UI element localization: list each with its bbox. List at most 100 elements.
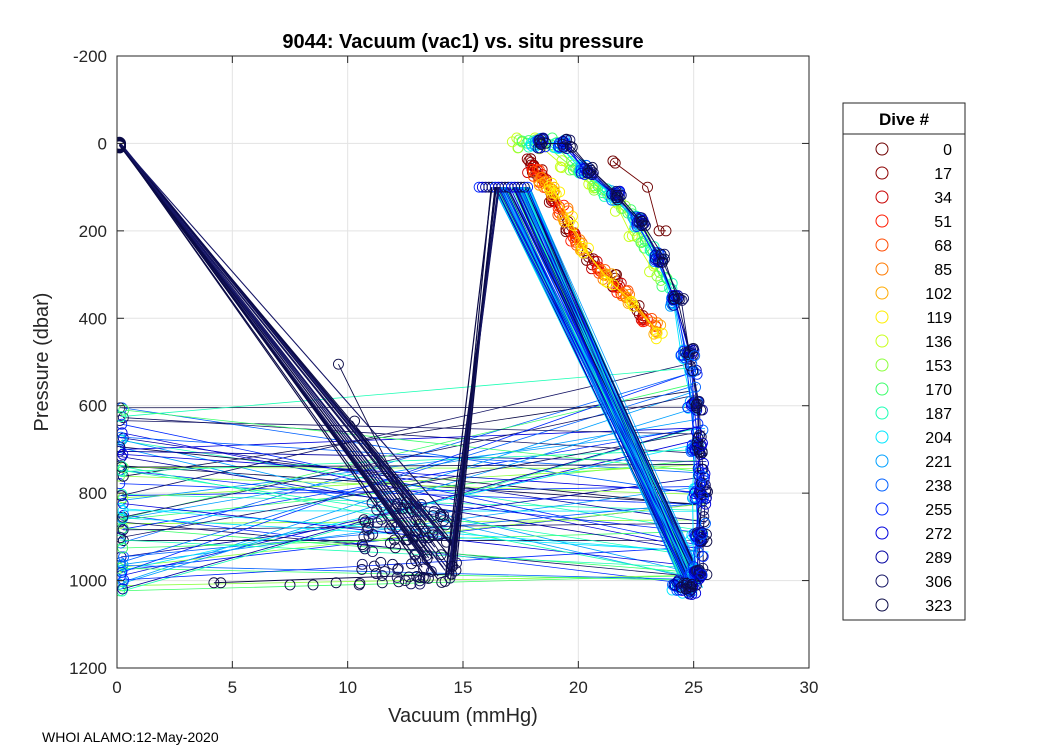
return-line xyxy=(120,384,698,563)
data-point xyxy=(349,415,361,427)
return-line xyxy=(120,436,703,474)
x-tick-label: 10 xyxy=(338,678,357,697)
data-point xyxy=(696,526,708,538)
legend-label: 0 xyxy=(943,142,952,159)
data-point xyxy=(533,164,545,176)
data-point xyxy=(693,534,705,546)
return-line xyxy=(120,508,698,553)
data-point xyxy=(558,216,570,228)
jump-line xyxy=(120,144,453,522)
data-point xyxy=(698,491,710,503)
data-point xyxy=(585,164,597,176)
data-point xyxy=(367,546,379,557)
legend-label: 306 xyxy=(925,574,952,591)
chart-title: 9044: Vacuum (vac1) vs. situ pressure xyxy=(282,31,643,53)
data-point xyxy=(691,402,703,414)
data-point xyxy=(392,563,404,574)
data-point xyxy=(411,571,423,582)
legend-label: 102 xyxy=(925,286,952,303)
legend-marker xyxy=(875,310,889,324)
data-point xyxy=(361,524,373,536)
data-point xyxy=(601,270,613,282)
data-point xyxy=(553,201,565,213)
data-point xyxy=(576,241,588,252)
data-point xyxy=(687,342,699,354)
return-line xyxy=(122,464,696,499)
data-point xyxy=(650,333,662,345)
data-point xyxy=(642,181,653,193)
jump-line xyxy=(120,144,429,554)
data-point xyxy=(582,167,594,179)
data-point xyxy=(600,268,612,280)
data-point xyxy=(118,574,130,586)
data-point xyxy=(688,396,700,408)
fan-line xyxy=(515,186,703,580)
data-point xyxy=(362,522,374,534)
data-point xyxy=(651,270,663,282)
return-line xyxy=(120,430,705,538)
data-point xyxy=(414,578,426,590)
return-line xyxy=(119,427,702,450)
data-point xyxy=(535,171,547,183)
legend-label: 289 xyxy=(925,550,952,567)
data-point xyxy=(117,490,127,501)
legend-label: 119 xyxy=(926,310,952,327)
data-point xyxy=(370,568,382,580)
data-point xyxy=(356,539,368,551)
data-point xyxy=(515,181,527,193)
data-point xyxy=(117,464,127,476)
data-point xyxy=(447,560,459,572)
return-line xyxy=(119,450,707,463)
data-point xyxy=(527,165,539,177)
y-tick-label: 1000 xyxy=(69,572,107,591)
legend-marker xyxy=(875,526,889,540)
data-point xyxy=(584,163,596,175)
data-point xyxy=(565,235,577,247)
data-point xyxy=(692,418,704,430)
data-point xyxy=(438,509,449,521)
y-tick-label: 1200 xyxy=(69,659,107,678)
legend-label: 221 xyxy=(925,454,952,471)
profile-line xyxy=(338,363,448,564)
return-line xyxy=(122,418,700,520)
return-line xyxy=(122,449,707,472)
fan-line xyxy=(499,186,700,581)
legend-label: 187 xyxy=(925,406,952,423)
data-point xyxy=(636,220,648,232)
data-point xyxy=(691,398,702,410)
data-layer xyxy=(117,132,713,600)
data-point xyxy=(410,555,422,567)
data-point xyxy=(616,290,628,302)
data-point xyxy=(384,537,396,549)
data-point xyxy=(673,292,685,304)
data-point xyxy=(693,395,705,407)
legend-label: 323 xyxy=(925,598,952,615)
return-line xyxy=(120,564,700,581)
series-profiles xyxy=(506,132,713,600)
data-point xyxy=(425,566,437,577)
data-point xyxy=(694,477,706,489)
data-point xyxy=(117,583,129,595)
data-point xyxy=(375,501,387,513)
legend-label: 170 xyxy=(925,382,952,399)
return-line xyxy=(123,437,707,523)
return-line xyxy=(123,409,708,473)
legend-label: 255 xyxy=(925,502,952,519)
data-point xyxy=(639,220,651,232)
data-point xyxy=(441,536,452,548)
data-point xyxy=(686,343,698,355)
data-point xyxy=(375,513,387,525)
data-point xyxy=(386,519,398,531)
return-line xyxy=(213,573,452,584)
data-point xyxy=(564,140,576,152)
data-point xyxy=(697,551,709,562)
data-point xyxy=(592,263,604,275)
data-point xyxy=(562,202,574,214)
data-point xyxy=(525,153,537,165)
legend-label: 153 xyxy=(925,358,952,375)
data-point xyxy=(368,560,380,572)
data-point xyxy=(307,579,319,591)
legend-marker xyxy=(875,190,889,204)
legend-label: 204 xyxy=(925,430,952,447)
legend-title: Dive # xyxy=(879,110,930,129)
